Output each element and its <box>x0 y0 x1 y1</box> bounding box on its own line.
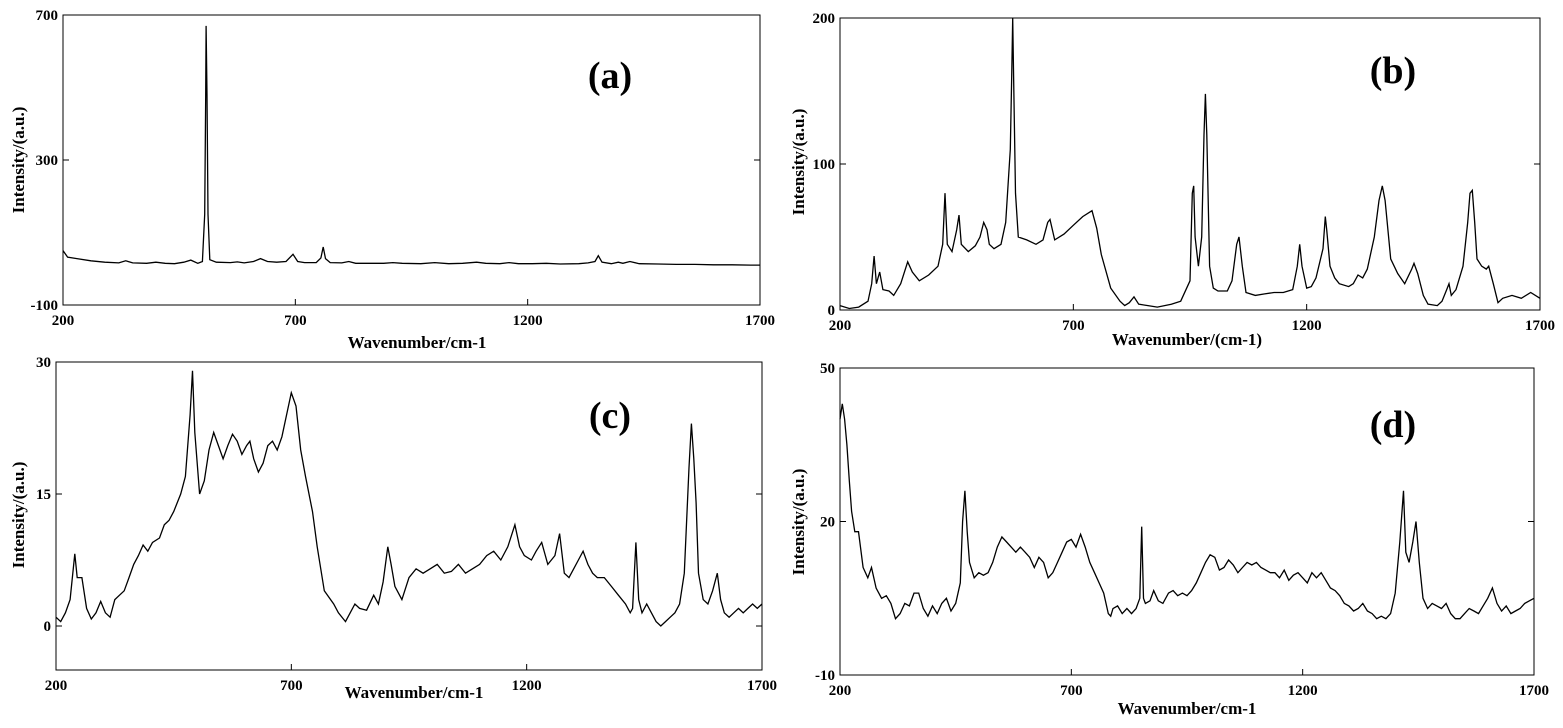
y-ticks-a: -100 300 700 <box>31 8 760 314</box>
y-axis-label-c: Intensity/(a.u.) <box>9 462 28 569</box>
x-tick-label: 1700 <box>745 313 775 329</box>
panel-a: -100 300 700 200 700 1200 1700 (a) Wavenumber… <box>9 8 775 352</box>
y-ticks-c: 0 15 30 <box>36 355 762 635</box>
x-tick-label: 200 <box>829 318 852 334</box>
y-axis-label-d: Intensity/(a.u.) <box>789 469 808 576</box>
x-tick-label: 700 <box>280 678 303 694</box>
x-tick-label: 1700 <box>747 678 777 694</box>
panel-label-a: (a) <box>588 55 632 97</box>
panel-b: 0 100 200 200 700 1200 1700 (b) Wavenumber/(c… <box>789 11 1555 349</box>
spectrum-line-a <box>62 25 760 266</box>
panel-d: -10 20 50 200 700 1200 1700 (d) Wavenumber/cm… <box>789 361 1549 718</box>
x-tick-label: 1200 <box>1288 683 1318 699</box>
y-tick-label: 0 <box>44 619 52 635</box>
x-ticks-c: 200 700 1200 1700 <box>45 664 777 694</box>
y-ticks-d: -10 20 50 <box>815 361 1534 684</box>
y-tick-label: 0 <box>828 303 836 319</box>
x-tick-label: 700 <box>1060 683 1083 699</box>
x-tick-label: 1200 <box>513 313 543 329</box>
x-tick-label: 1700 <box>1525 318 1555 334</box>
x-axis-label-c: Wavenumber/cm-1 <box>345 683 484 702</box>
y-tick-label: 15 <box>36 487 51 503</box>
x-tick-label: 200 <box>45 678 68 694</box>
x-tick-label: 700 <box>1062 318 1085 334</box>
y-tick-label: 30 <box>36 355 51 371</box>
y-tick-label: 100 <box>813 157 836 173</box>
y-tick-label: 200 <box>813 11 836 27</box>
y-tick-label: 700 <box>36 8 59 24</box>
x-tick-label: 200 <box>52 313 75 329</box>
x-tick-label: 1200 <box>512 678 542 694</box>
x-axis-label-d: Wavenumber/cm-1 <box>1118 699 1257 718</box>
y-ticks-b: 0 100 200 <box>813 11 1540 319</box>
panel-c: 0 15 30 200 700 1200 1700 (c) Wavenumber/cm-1… <box>9 355 777 702</box>
spectrum-line-d <box>839 403 1535 620</box>
x-ticks-b: 200 700 1200 1700 <box>829 304 1555 334</box>
x-axis-label-a: Wavenumber/cm-1 <box>348 333 487 352</box>
panel-label-d: (d) <box>1370 404 1416 446</box>
x-tick-label: 1200 <box>1292 318 1322 334</box>
spectrum-line-b <box>839 17 1541 310</box>
y-axis-label-a: Intensity/(a.u.) <box>9 107 28 214</box>
x-tick-label: 700 <box>284 313 307 329</box>
y-tick-label: 20 <box>820 515 835 531</box>
x-ticks-d: 200 700 1200 1700 <box>829 669 1549 699</box>
panel-label-b: (b) <box>1370 50 1416 92</box>
y-tick-label: -10 <box>815 668 835 684</box>
x-tick-label: 1700 <box>1519 683 1549 699</box>
x-axis-label-b: Wavenumber/(cm-1) <box>1112 330 1262 349</box>
panel-label-c: (c) <box>589 395 631 437</box>
y-tick-label: 50 <box>820 361 835 377</box>
x-ticks-a: 200 700 1200 1700 <box>52 299 775 329</box>
y-tick-label: -100 <box>31 298 59 314</box>
x-tick-label: 200 <box>829 683 852 699</box>
spectrum-line-c <box>55 370 763 627</box>
y-tick-label: 300 <box>36 153 59 169</box>
y-axis-label-b: Intensity/(a.u.) <box>789 109 808 216</box>
plot-area-c <box>55 361 763 671</box>
